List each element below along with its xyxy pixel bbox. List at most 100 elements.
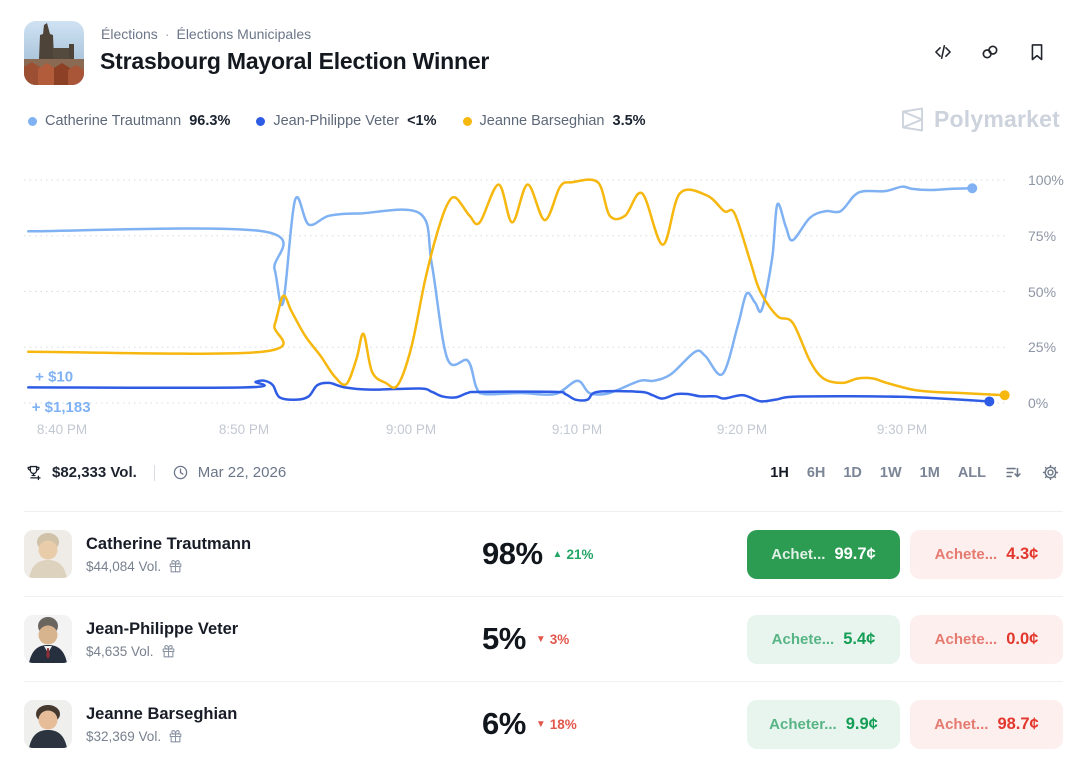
x-axis-label: 8:40 PM <box>36 422 88 437</box>
chart-controls: 1H 6H 1D 1W 1M ALL <box>770 463 1060 482</box>
buy-no-price: 0.0¢ <box>1006 629 1039 648</box>
range-button-all[interactable]: ALL <box>957 464 986 481</box>
polymarket-watermark: Polymarket <box>899 106 1060 133</box>
buy-yes-label: Achet... <box>771 545 826 563</box>
header-actions <box>933 42 1047 62</box>
y-axis-label: 50% <box>1028 283 1057 300</box>
range-button-6h[interactable]: 6H <box>806 464 826 481</box>
trophy-icon <box>24 463 43 482</box>
x-axis-label: 8:50 PM <box>218 422 270 437</box>
outcome-volume: $4,635 Vol. <box>86 643 154 659</box>
page-title: Strasbourg Mayoral Election Winner <box>100 48 490 74</box>
buy-yes-price: 9.9¢ <box>845 714 878 733</box>
series-endpoint-dot <box>999 390 1010 401</box>
chart-legend: Catherine Trautmann 96.3% Jean-Philippe Ve… <box>28 113 646 129</box>
x-axis-label: 9:20 PM <box>716 422 768 437</box>
range-button-1d[interactable]: 1D <box>843 464 862 481</box>
buy-no-button[interactable]: Achete... 4.3¢ <box>910 529 1063 579</box>
clock-icon <box>172 464 189 481</box>
range-button-1m[interactable]: 1M <box>919 464 940 481</box>
x-axis-label: 9:10 PM <box>551 422 603 437</box>
buy-yes-button[interactable]: Achet... 99.7¢ <box>747 529 900 579</box>
buy-yes-button[interactable]: Acheter... 9.9¢ <box>747 699 900 749</box>
total-volume: $82,333 Vol. <box>52 464 137 481</box>
bookmark-icon[interactable] <box>1027 42 1047 62</box>
gift-rewards-icon[interactable] <box>168 729 183 744</box>
settings-gear-icon[interactable] <box>1041 463 1060 482</box>
strasbourg-cathedral-image <box>24 21 84 85</box>
breadcrumb-separator: · <box>164 26 170 42</box>
range-button-1w[interactable]: 1W <box>879 464 902 481</box>
position-annotation: + $10 <box>35 368 73 385</box>
legend-item[interactable]: Jeanne Barseghian 3.5% <box>462 113 646 129</box>
sort-icon[interactable] <box>1004 463 1023 482</box>
outcome-row: Jeanne Barseghian $32,369 Vol. 6% ▼ 18% Achet… <box>24 681 1063 766</box>
legend-name: Catherine Trautmann <box>45 113 182 129</box>
outcome-volume: $32,369 Vol. <box>86 728 162 744</box>
outcome-change: ▲ 21% <box>553 547 594 562</box>
series-endpoint-dot <box>984 396 995 407</box>
legend-value: <1% <box>407 113 437 129</box>
x-axis-label: 9:30 PM <box>876 422 928 437</box>
buy-no-label: Achete... <box>934 545 998 563</box>
buy-no-price: 4.3¢ <box>1006 544 1039 563</box>
end-date: Mar 22, 2026 <box>197 464 287 481</box>
up-triangle-icon: ▲ <box>552 548 563 560</box>
embed-code-icon[interactable] <box>933 42 953 62</box>
outcome-avatar <box>24 615 72 663</box>
outcome-name[interactable]: Jean-Philippe Veter <box>86 619 239 638</box>
breadcrumb-link-elections-municipales[interactable]: Élections Municipales <box>176 26 312 42</box>
change-value: 18% <box>549 716 577 732</box>
buy-yes-label: Acheter... <box>769 715 837 733</box>
legend-item[interactable]: Catherine Trautmann 96.3% <box>28 113 230 129</box>
outcome-change: ▼ 18% <box>536 717 577 732</box>
buy-no-button[interactable]: Achete... 0.0¢ <box>910 614 1063 664</box>
y-axis-label: 25% <box>1028 339 1057 356</box>
buy-yes-button[interactable]: Achete... 5.4¢ <box>747 614 900 664</box>
buy-no-label: Achet... <box>934 715 989 733</box>
buy-yes-label: Achete... <box>771 630 835 648</box>
outcome-row: Catherine Trautmann $44,084 Vol. 98% ▲ 21% Ac… <box>24 511 1063 596</box>
legend-name: Jean-Philippe Veter <box>273 113 400 129</box>
breadcrumb-link-elections[interactable]: Élections <box>101 26 158 42</box>
legend-value: 96.3% <box>189 113 231 129</box>
position-annotation: + $1,183 <box>32 399 91 415</box>
legend-item[interactable]: Jean-Philippe Veter <1% <box>256 113 437 129</box>
range-button-1h[interactable]: 1H <box>770 464 789 481</box>
outcome-info: Catherine Trautmann $44,084 Vol. <box>24 530 482 578</box>
gift-rewards-icon[interactable] <box>168 559 183 574</box>
market-stats: $82,333 Vol. Mar 22, 2026 <box>24 463 286 482</box>
outcome-name[interactable]: Jeanne Barseghian <box>86 704 238 723</box>
market-image <box>24 21 84 85</box>
change-value: 21% <box>566 546 594 562</box>
y-axis-label: 100% <box>1028 172 1064 188</box>
outcome-avatar <box>24 530 72 578</box>
divider <box>153 464 155 481</box>
outcome-chance: 5% <box>482 621 526 656</box>
outcome-chance: 98% <box>482 536 543 571</box>
down-triangle-icon: ▼ <box>535 633 546 645</box>
buy-no-label: Achete... <box>934 630 998 648</box>
outcome-volume: $44,084 Vol. <box>86 558 162 574</box>
y-axis-label: 0% <box>1028 395 1049 411</box>
legend-dot <box>462 116 472 126</box>
series-line <box>27 379 991 403</box>
gift-rewards-icon[interactable] <box>161 644 176 659</box>
outcome-row: Jean-Philippe Veter $4,635 Vol. 5% ▼ 3% Achet… <box>24 596 1063 681</box>
down-triangle-icon: ▼ <box>535 718 546 730</box>
buy-no-button[interactable]: Achet... 98.7¢ <box>910 699 1063 749</box>
legend-value: 3.5% <box>612 113 646 129</box>
breadcrumb: Élections · Élections Municipales <box>101 26 311 42</box>
outcome-info: Jean-Philippe Veter $4,635 Vol. <box>24 615 482 663</box>
copy-link-icon[interactable] <box>980 42 1000 62</box>
price-history-chart[interactable]: + $10 + $1,183 <box>0 170 1073 415</box>
outcome-avatar <box>24 700 72 748</box>
outcome-name[interactable]: Catherine Trautmann <box>86 534 252 553</box>
series-endpoint-dot <box>967 183 978 194</box>
buy-yes-price: 99.7¢ <box>834 544 876 563</box>
y-axis-label: 75% <box>1028 227 1057 244</box>
change-value: 3% <box>549 631 570 647</box>
polymarket-market-page: { "header": { "breadcrumb_parts": ["Élec… <box>0 21 1073 749</box>
legend-name: Jeanne Barseghian <box>479 113 605 129</box>
buy-no-price: 98.7¢ <box>997 714 1039 733</box>
